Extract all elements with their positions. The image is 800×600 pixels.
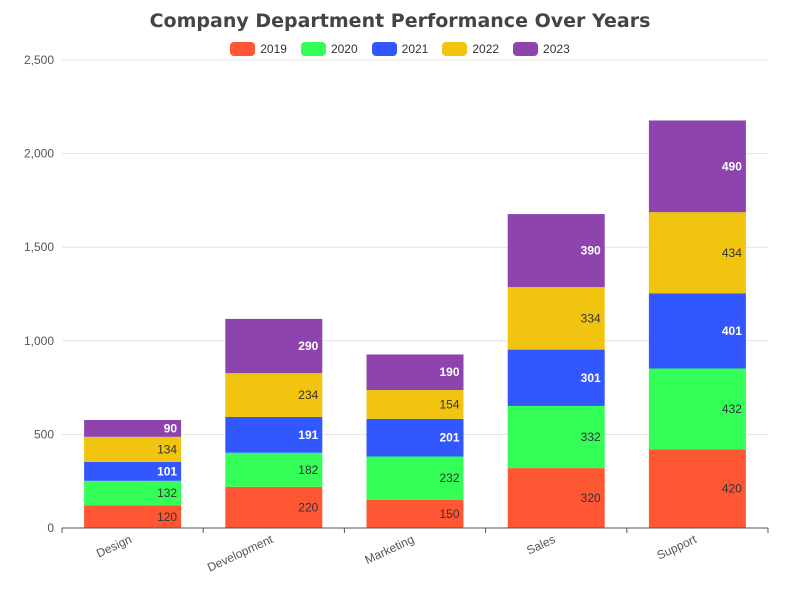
bar-segment xyxy=(507,349,605,406)
legend-label: 2021 xyxy=(401,42,429,56)
y-tick-label: 0 xyxy=(47,521,54,535)
legend-item[interactable]: 2021 xyxy=(371,42,429,56)
data-label: 301 xyxy=(581,371,601,385)
legend-label: 2022 xyxy=(472,42,500,56)
y-tick-label: 1,500 xyxy=(24,240,54,254)
legend-swatch xyxy=(442,42,468,56)
data-label: 150 xyxy=(439,507,459,521)
x-tick-label: Sales xyxy=(524,532,557,557)
y-tick-label: 1,000 xyxy=(24,334,54,348)
data-label: 201 xyxy=(439,431,459,445)
bar-segment xyxy=(507,214,605,288)
legend-label: 2020 xyxy=(330,42,358,56)
bar-segment xyxy=(507,405,605,469)
x-tick-label: Support xyxy=(655,532,700,563)
data-label: 432 xyxy=(722,402,742,416)
data-label: 234 xyxy=(298,388,318,402)
data-label: 191 xyxy=(298,428,318,442)
bar-segment xyxy=(225,373,323,417)
bar-segment xyxy=(84,505,182,528)
legend-item[interactable]: 2019 xyxy=(230,42,287,56)
bar-segment xyxy=(366,390,464,419)
legend-swatch xyxy=(513,42,539,56)
x-tick-label: Marketing xyxy=(363,532,417,567)
bar-segment xyxy=(225,452,323,487)
legend-swatch xyxy=(371,42,397,56)
data-label: 401 xyxy=(722,324,742,338)
y-tick-label: 2,500 xyxy=(24,53,54,67)
data-label: 134 xyxy=(157,442,177,456)
legend-item[interactable]: 2020 xyxy=(300,42,358,56)
data-label: 90 xyxy=(164,421,178,435)
bar-segment xyxy=(507,468,605,528)
legend-item[interactable]: 2022 xyxy=(442,42,499,56)
bar-segment xyxy=(225,416,323,453)
data-label: 332 xyxy=(581,430,601,444)
bar-segment xyxy=(225,486,323,528)
bar-segment xyxy=(366,354,464,391)
legend-label: 2023 xyxy=(543,42,570,56)
data-label: 490 xyxy=(722,159,742,173)
data-label: 320 xyxy=(581,491,601,505)
x-tick-label: Development xyxy=(205,532,276,575)
bar-segment xyxy=(648,120,746,213)
data-label: 334 xyxy=(581,311,601,325)
legend-label: 2019 xyxy=(260,42,287,56)
bar-segment xyxy=(84,461,182,481)
bar-segment xyxy=(507,287,605,350)
data-label: 290 xyxy=(298,339,318,353)
data-label: 390 xyxy=(581,244,601,258)
data-label: 434 xyxy=(722,246,742,260)
legend-swatch xyxy=(230,42,256,56)
bar-segment xyxy=(648,293,746,369)
bar-segment xyxy=(648,449,746,528)
bar-segment xyxy=(84,480,182,506)
bar-segment xyxy=(366,499,464,528)
bar-segment xyxy=(648,368,746,450)
bar-segment xyxy=(225,318,323,374)
legend-swatch xyxy=(300,42,326,56)
data-label: 182 xyxy=(298,463,318,477)
bar-segment xyxy=(648,212,746,294)
y-tick-label: 2,000 xyxy=(24,147,54,161)
bar-segment xyxy=(84,436,182,462)
data-label: 420 xyxy=(722,482,742,496)
data-label: 154 xyxy=(439,397,459,411)
legend-item[interactable]: 2023 xyxy=(513,42,570,56)
chart-title: Company Department Performance Over Year… xyxy=(149,10,651,32)
bar-segment xyxy=(366,418,464,457)
x-tick-label: Design xyxy=(94,532,134,560)
data-label: 232 xyxy=(439,471,459,485)
data-label: 220 xyxy=(298,500,318,514)
data-label: 101 xyxy=(157,464,177,478)
data-label: 190 xyxy=(439,365,459,379)
bar-segment xyxy=(84,419,182,437)
data-label: 120 xyxy=(157,510,177,524)
y-tick-label: 500 xyxy=(34,427,54,441)
legend: 2019 2020 2021 2022 2023 xyxy=(0,42,800,56)
bar-segment xyxy=(366,456,464,500)
data-label: 132 xyxy=(157,486,177,500)
